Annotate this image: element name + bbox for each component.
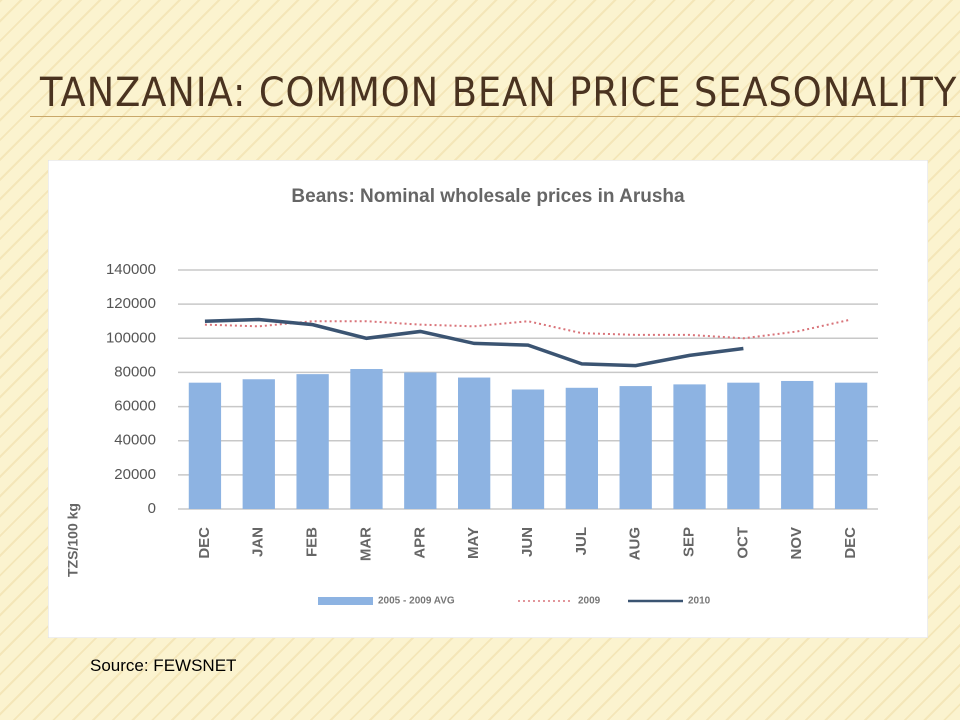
bar bbox=[350, 369, 383, 509]
x-tick-label: DEC bbox=[842, 527, 859, 559]
y-tick-label: 80000 bbox=[114, 363, 156, 380]
slide-title: TANZANIA: COMMON BEAN PRICE SEASONALITY bbox=[40, 70, 958, 116]
x-tick-label: FEB bbox=[304, 527, 321, 557]
legend-label: 2009 bbox=[578, 596, 601, 607]
x-tick-label: JAN bbox=[250, 527, 267, 557]
y-tick-label: 140000 bbox=[106, 261, 156, 278]
bar bbox=[619, 386, 652, 509]
line bbox=[204, 317, 744, 368]
bar bbox=[511, 389, 545, 509]
x-tick-label: AUG bbox=[627, 527, 644, 560]
y-tick-label: 40000 bbox=[114, 432, 156, 449]
y-tick-label: 100000 bbox=[106, 329, 156, 346]
bar bbox=[727, 382, 760, 509]
x-tick-label: JUN bbox=[519, 527, 536, 557]
bar bbox=[242, 379, 275, 509]
y-tick-label: 120000 bbox=[106, 295, 156, 312]
bar bbox=[458, 377, 491, 509]
bar bbox=[834, 382, 868, 509]
line bbox=[204, 318, 852, 340]
source: Source: FEWSNET bbox=[90, 656, 237, 675]
bar bbox=[296, 374, 329, 509]
x-tick-label: MAR bbox=[357, 527, 374, 561]
x-tick-label: APR bbox=[411, 527, 428, 559]
y-tick-label: 60000 bbox=[114, 398, 156, 415]
chart: Beans: Nominal wholesale prices in Arush… bbox=[48, 160, 928, 638]
x-tick-label: MAY bbox=[465, 527, 482, 559]
legend-label: 2005 - 2009 AVG bbox=[378, 596, 455, 607]
legend-swatch bbox=[318, 597, 373, 605]
title-rule bbox=[30, 116, 960, 117]
x-tick-label: DEC bbox=[196, 527, 213, 559]
x-tick-label: SEP bbox=[681, 527, 698, 557]
bar bbox=[404, 372, 437, 509]
bar bbox=[188, 382, 222, 509]
bar bbox=[781, 380, 814, 509]
legend-label: 2010 bbox=[688, 596, 711, 607]
y-axis-label: TZS/100 kg bbox=[65, 503, 81, 577]
bar bbox=[565, 387, 598, 509]
y-tick-label: 0 bbox=[148, 500, 156, 517]
x-tick-label: NOV bbox=[788, 527, 805, 560]
x-tick-label: OCT bbox=[734, 527, 751, 559]
x-tick-label: JUL bbox=[573, 527, 590, 555]
chart-title: Beans: Nominal wholesale prices in Arush… bbox=[291, 186, 685, 207]
bar bbox=[673, 384, 706, 509]
y-tick-label: 20000 bbox=[114, 466, 156, 483]
